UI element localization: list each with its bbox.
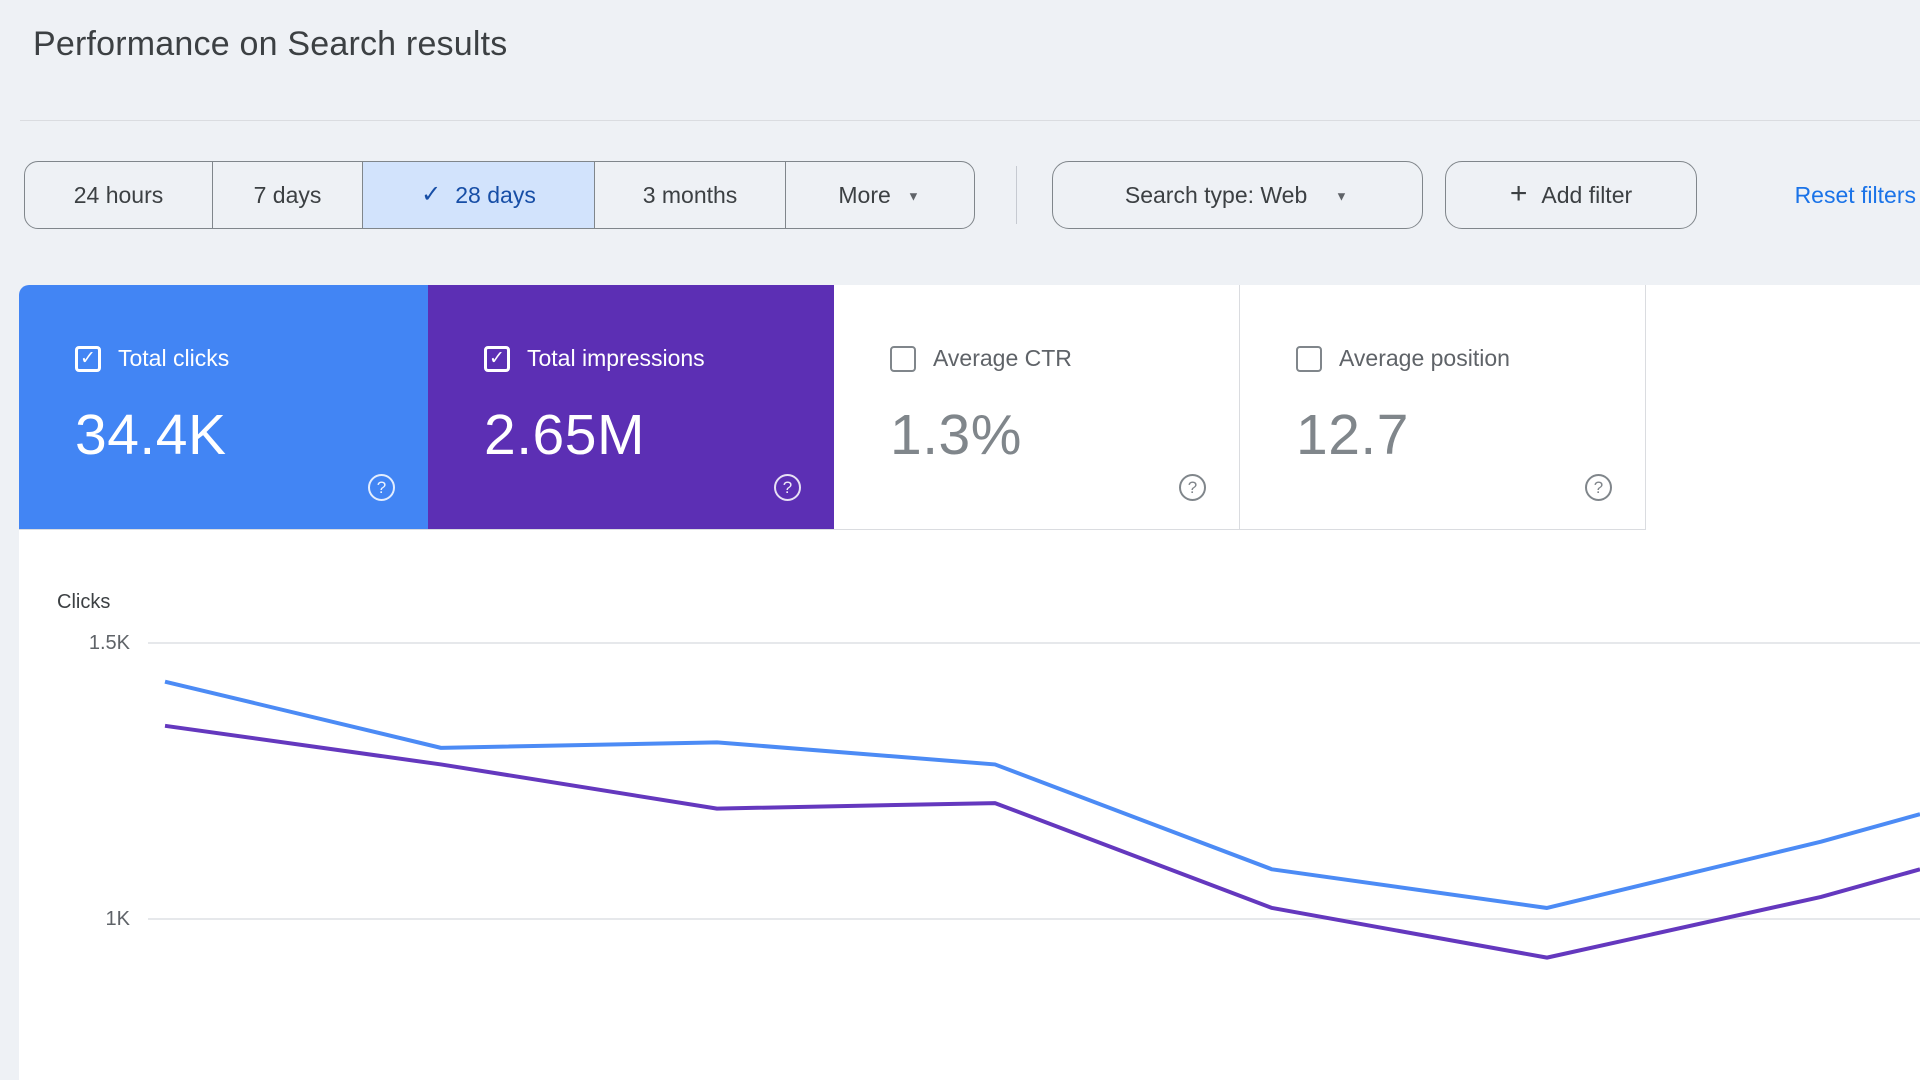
metric-card-average-position[interactable]: Average position 12.7 ?: [1240, 285, 1646, 529]
metric-value: 12.7: [1296, 403, 1409, 467]
metric-label: Total clicks: [118, 345, 230, 371]
add-filter-button[interactable]: + Add filter: [1445, 161, 1697, 229]
chevron-down-icon: ▼: [1335, 189, 1349, 204]
metric-card-header: ✓ Total clicks: [75, 345, 229, 372]
toolbar-divider: [1016, 166, 1017, 224]
check-icon: ✓: [80, 348, 96, 369]
help-icon[interactable]: ?: [774, 474, 801, 501]
metric-card-header: Average position: [1296, 345, 1510, 372]
reset-filters-link[interactable]: Reset filters: [1795, 161, 1916, 229]
metric-checkbox[interactable]: ✓: [484, 345, 510, 372]
metric-card-average-ctr[interactable]: Average CTR 1.3% ?: [834, 285, 1240, 529]
date-range-segmented-control: 24 hours 7 days ✓ 28 days 3 months More …: [24, 161, 975, 229]
check-icon: ✓: [489, 348, 505, 369]
add-filter-label: Add filter: [1541, 181, 1633, 208]
reset-filters-label: Reset filters: [1794, 181, 1916, 208]
date-range-label: 24 hours: [73, 181, 164, 208]
line-series-impressions: [164, 723, 1920, 960]
metric-cards-row: ✓ Total clicks 34.4K ? ✓ Total impressio…: [19, 285, 1646, 530]
metric-checkbox[interactable]: [890, 345, 916, 372]
y-axis-tick-label: 1K: [105, 908, 130, 930]
page-title: Performance on Search results: [33, 25, 508, 63]
search-type-label: Search type: Web: [1124, 181, 1308, 208]
header-divider: [20, 120, 1920, 121]
date-range-label: 3 months: [642, 181, 738, 208]
y-axis-title: Clicks: [57, 591, 111, 613]
date-range-7-days[interactable]: 7 days: [212, 162, 362, 228]
chart-canvas: [148, 642, 1920, 960]
metric-checkbox[interactable]: ✓: [75, 345, 101, 372]
search-type-dropdown[interactable]: Search type: Web ▼: [1052, 161, 1423, 229]
metric-label: Average CTR: [933, 345, 1072, 371]
metric-value: 1.3%: [890, 403, 1022, 467]
date-range-label: More: [838, 181, 891, 208]
check-icon: ✓: [421, 181, 442, 208]
performance-line-chart: Clicks 1.5K 1K: [0, 529, 1920, 1080]
y-axis-tick-label: 1.5K: [88, 632, 130, 654]
date-range-label: 7 days: [253, 181, 322, 208]
metric-card-header: Average CTR: [890, 345, 1072, 372]
date-range-more-menu[interactable]: More ▼: [785, 162, 974, 228]
date-range-3-months[interactable]: 3 months: [594, 162, 785, 228]
performance-panel: ✓ Total clicks 34.4K ? ✓ Total impressio…: [19, 285, 1920, 1080]
line-series-clicks: [164, 679, 1920, 910]
help-icon[interactable]: ?: [1179, 474, 1206, 501]
plus-icon: +: [1509, 176, 1528, 210]
metric-card-total-clicks[interactable]: ✓ Total clicks 34.4K ?: [19, 285, 428, 529]
metric-card-header: ✓ Total impressions: [484, 345, 705, 372]
metric-checkbox[interactable]: [1296, 345, 1322, 372]
metric-value: 34.4K: [75, 403, 227, 467]
date-range-24-hours[interactable]: 24 hours: [25, 162, 212, 228]
help-icon[interactable]: ?: [368, 474, 395, 501]
metric-value: 2.65M: [484, 403, 645, 467]
metric-label: Total impressions: [527, 345, 705, 371]
help-icon[interactable]: ?: [1585, 474, 1612, 501]
date-range-label: 28 days: [455, 181, 536, 208]
metric-card-total-impressions[interactable]: ✓ Total impressions 2.65M ?: [428, 285, 834, 529]
date-range-28-days[interactable]: ✓ 28 days: [362, 162, 594, 228]
chevron-down-icon: ▼: [906, 189, 920, 204]
filter-toolbar: 24 hours 7 days ✓ 28 days 3 months More …: [0, 161, 1920, 229]
metric-label: Average position: [1339, 345, 1510, 371]
